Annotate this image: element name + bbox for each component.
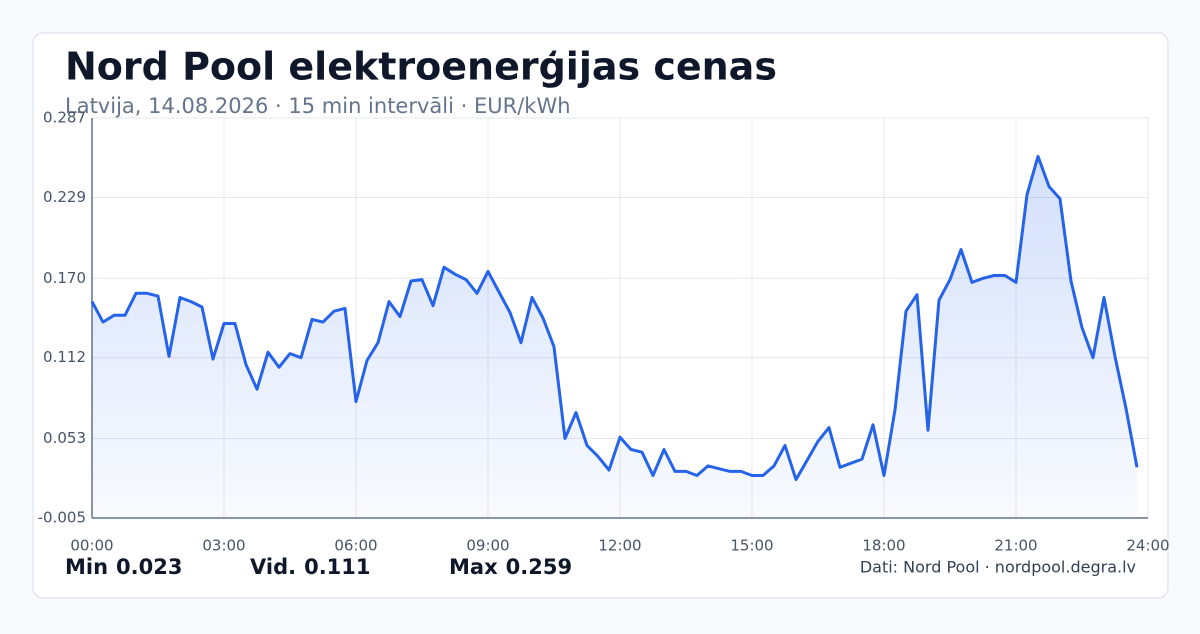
x-tick-label: 18:00 [862,537,905,555]
x-tick-label: 00:00 [70,537,113,555]
stat-label: Max [449,555,498,579]
y-tick-label: 0.170 [43,269,86,287]
chart-subtitle: Latvija, 14.08.2026 · 15 min intervāli ·… [65,94,571,118]
y-tick-label: -0.005 [38,509,86,527]
stat: Max 0.259 [449,555,572,579]
x-tick-label: 06:00 [334,537,377,555]
stat-label: Min [65,555,108,579]
area-fill [92,156,1137,518]
stat-label: Vid. [250,555,296,579]
chart-title: Nord Pool elektroenerģijas cenas [65,45,777,89]
x-tick-label: 15:00 [730,537,773,555]
x-tick-label: 03:00 [202,537,245,555]
y-tick-label: 0.229 [43,188,86,206]
stat-value: 0.259 [506,555,572,579]
y-tick-label: 0.112 [43,348,86,366]
y-tick-label: 0.053 [43,429,86,447]
x-tick-label: 24:00 [1126,537,1169,555]
price-line [90,154,1139,482]
stat: Min 0.023 [65,555,182,579]
stat-value: 0.023 [116,555,182,579]
source: Dati: Nord Pool · nordpool.degra.lv [860,558,1136,577]
x-tick-label: 09:00 [466,537,509,555]
stat: Vid. 0.111 [250,555,371,579]
stat-value: 0.111 [304,555,370,579]
y-tick-label: 0.287 [43,109,86,127]
x-tick-label: 21:00 [994,537,1037,555]
x-tick-label: 12:00 [598,537,641,555]
